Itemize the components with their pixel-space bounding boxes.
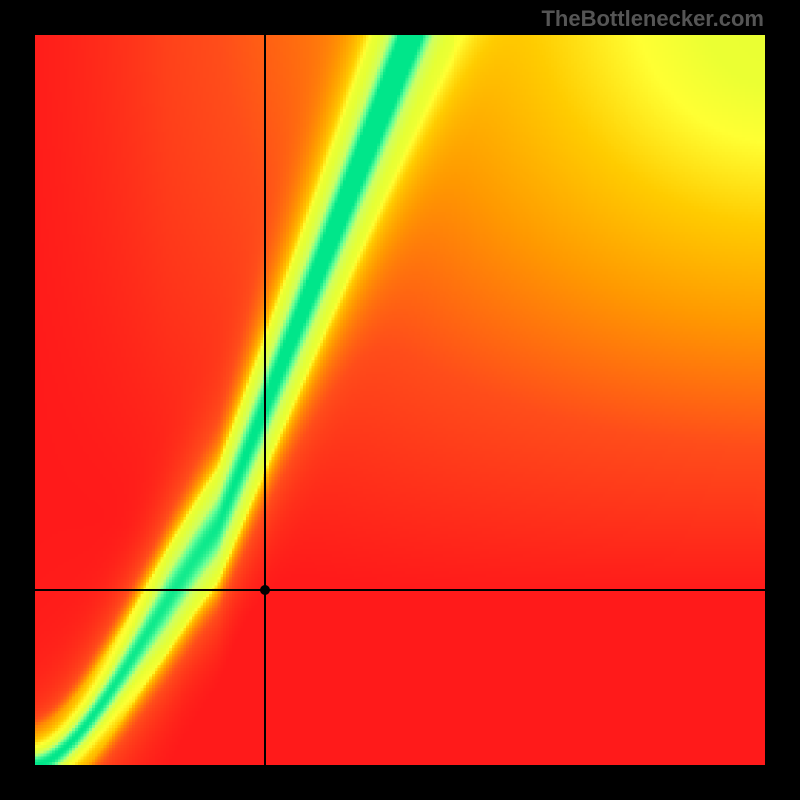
marker-point [260, 585, 270, 595]
chart-container: TheBottlenecker.com [0, 0, 800, 800]
crosshair-vertical [264, 35, 266, 765]
crosshair-horizontal [35, 589, 765, 591]
watermark-text: TheBottlenecker.com [541, 6, 764, 32]
bottleneck-heatmap [35, 35, 765, 765]
